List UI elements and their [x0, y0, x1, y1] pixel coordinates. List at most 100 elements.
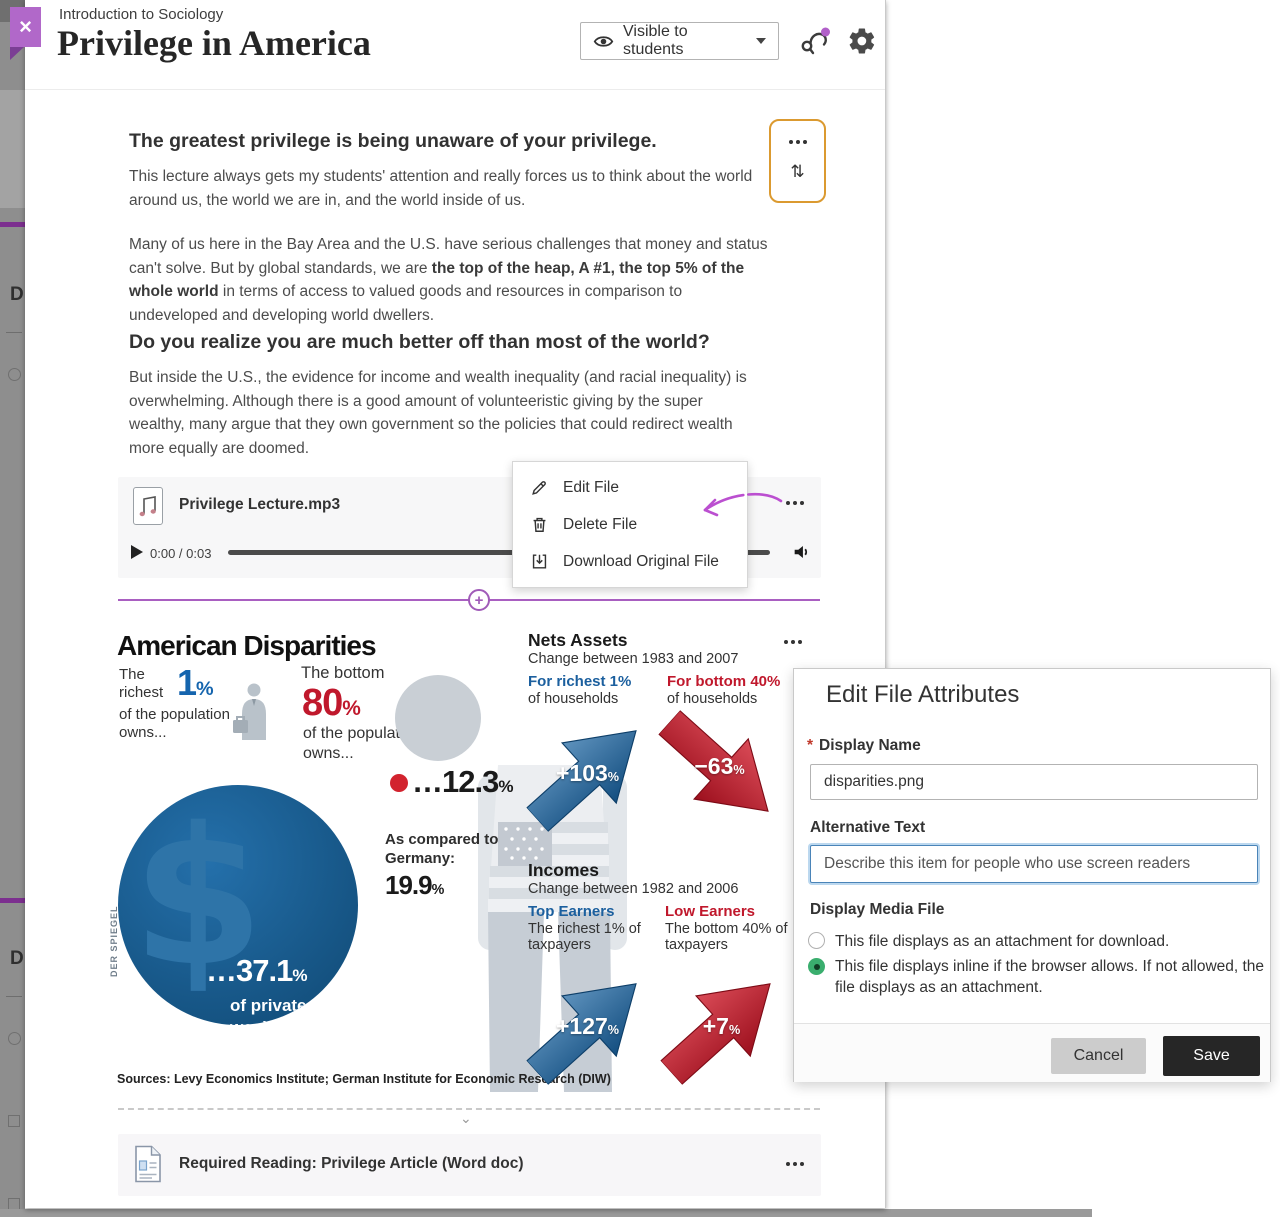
radio-inline-selected[interactable] — [808, 958, 825, 975]
infographic-text: Low Earners — [665, 903, 756, 920]
close-panel-button[interactable]: × — [10, 7, 41, 47]
dimmed-background-page: D D — [0, 0, 25, 1217]
disparities-infographic-image: American Disparities The richest 1% of t… — [109, 622, 821, 1097]
infographic-text: The richest — [119, 666, 164, 701]
red-down-arrow: −63% — [652, 700, 787, 835]
breadcrumb: Introduction to Sociology — [59, 6, 224, 23]
required-marker: * — [807, 737, 814, 754]
chevron-down-icon — [756, 38, 766, 44]
radio-attachment[interactable] — [808, 932, 825, 949]
visibility-dropdown[interactable]: Visible to students — [580, 22, 779, 60]
trash-icon — [530, 515, 549, 534]
infographic-value: 80% — [302, 682, 361, 724]
infographic-more-options-button[interactable] — [784, 640, 802, 644]
audio-progress-bar[interactable] — [228, 550, 770, 555]
student-preview-button[interactable] — [797, 23, 833, 59]
settings-button[interactable] — [844, 23, 880, 59]
infographic-text: Top Earners — [528, 903, 615, 920]
section-divider-dashed — [118, 1108, 820, 1110]
content-paragraph-2: Many of us here in the Bay Area and the … — [129, 236, 768, 324]
reading-more-options-button[interactable] — [782, 1158, 808, 1170]
edit-file-menu-item[interactable]: Edit File — [513, 469, 747, 506]
infographic-text: of the population owns... — [119, 706, 230, 741]
section-title: Nets Assets — [528, 630, 628, 650]
background-box — [8, 1115, 20, 1127]
arrow-value: +103% — [555, 760, 620, 786]
blue-up-arrow: +127% — [520, 960, 655, 1095]
radio-inline-label[interactable]: This file displays inline if the browser… — [835, 958, 1265, 996]
alt-text-input[interactable] — [810, 845, 1258, 883]
play-button[interactable] — [131, 545, 143, 559]
download-icon — [530, 552, 549, 571]
arrow-value: +127% — [555, 1013, 620, 1039]
background-partial-text: D — [10, 948, 24, 969]
background-divider — [6, 996, 22, 997]
section-subtitle: Change between 1982 and 2006 — [528, 881, 739, 897]
background-circle — [8, 1032, 21, 1045]
display-name-label: * Display Name — [807, 737, 921, 754]
reorder-handle[interactable]: ⇅ — [790, 162, 805, 183]
close-icon: × — [19, 14, 32, 39]
blue-up-arrow: +103% — [520, 707, 655, 842]
credit-text: DER SPIEGEL — [109, 905, 119, 977]
save-button[interactable]: Save — [1163, 1036, 1260, 1076]
content-paragraph-1: This lecture always gets my students' at… — [129, 168, 753, 209]
edit-file-attributes-panel: Edit File Attributes *Display Name Alter… — [793, 668, 1271, 1082]
delete-file-menu-item[interactable]: Delete File — [513, 506, 747, 543]
infographic-text: of households — [667, 691, 758, 707]
infographic-text: The bottom — [301, 664, 385, 682]
red-dot — [390, 774, 408, 792]
page-title: Privilege in America — [57, 23, 371, 63]
background-accent-bar — [0, 222, 25, 227]
student-preview-icon — [798, 25, 832, 57]
radio-attachment-label[interactable]: This file displays as an attachment for … — [835, 933, 1170, 950]
audio-more-options-button[interactable] — [782, 497, 808, 509]
visibility-label: Visible to students — [623, 23, 688, 58]
infographic-text: of households — [528, 691, 619, 707]
infographic-value: …12.3% — [412, 764, 514, 799]
infographic-title: American Disparities — [117, 630, 377, 661]
document-icon — [134, 1145, 162, 1183]
panel-header: Introduction to Sociology Privilege in A… — [25, 0, 885, 90]
wealth-circle: $ …37.1% of private wealth in the US. 20… — [118, 785, 358, 1025]
collapse-chevron-icon: ⌄ — [460, 1110, 472, 1126]
volume-button[interactable] — [789, 539, 815, 565]
background-circle — [8, 368, 21, 381]
add-content-button[interactable]: + — [468, 589, 490, 611]
close-tab-fold — [10, 47, 24, 60]
download-original-file-menu-item[interactable]: Download Original File — [513, 543, 747, 580]
dimmed-background-bottom — [0, 1209, 1092, 1217]
reading-attachment-row[interactable]: Required Reading: Privilege Article (Wor… — [118, 1134, 821, 1196]
cancel-button[interactable]: Cancel — [1051, 1038, 1146, 1074]
infographic-value: 1% — [177, 662, 214, 703]
infographic-text: of the population owns... — [303, 725, 422, 762]
file-context-menu: Edit File Delete File Download Original … — [512, 461, 748, 588]
arrow-value: +7% — [702, 1013, 741, 1039]
edit-panel-footer: Cancel Save — [794, 1023, 1270, 1082]
section-subtitle: Change between 1983 and 2007 — [528, 651, 739, 667]
speaker-icon — [791, 541, 813, 563]
background-divider — [6, 332, 22, 333]
businessman-icon — [233, 682, 273, 740]
infographic-value: …37.1% — [206, 953, 308, 988]
background-partial-text: D — [10, 284, 24, 305]
reading-filename: Required Reading: Privilege Article (Wor… — [179, 1155, 524, 1172]
infographic-text: For bottom 40% — [667, 673, 781, 690]
block-more-options-button[interactable] — [788, 139, 807, 144]
audio-time: 0:00 / 0:03 — [150, 546, 212, 561]
display-name-input[interactable] — [810, 764, 1258, 800]
dollar-sign: $ — [132, 787, 265, 1008]
sources-text: Sources: Levy Economics Institute; Germa… — [117, 1072, 611, 1086]
audio-file-icon — [133, 487, 163, 525]
infographic-text: For richest 1% — [528, 673, 632, 690]
background-fragment — [0, 90, 25, 208]
content-heading-2: Do you realize you are much better off t… — [129, 331, 710, 353]
content-heading-1: The greatest privilege is being unaware … — [129, 130, 657, 152]
figure-body — [348, 697, 638, 1097]
infographic-value: 19.9% — [385, 870, 444, 900]
block-options-focus-box: ⇅ — [769, 119, 826, 203]
display-media-label: Display Media File — [810, 901, 945, 918]
infographic-text: of private wealth in the US. — [230, 996, 333, 1025]
section-title: Incomes — [528, 860, 599, 880]
